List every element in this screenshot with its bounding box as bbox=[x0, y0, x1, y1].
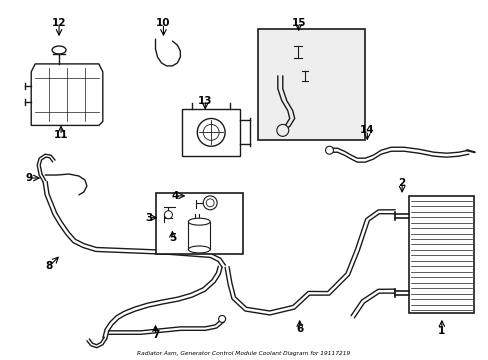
Text: 13: 13 bbox=[198, 96, 212, 105]
Text: 10: 10 bbox=[156, 18, 170, 28]
Bar bbox=[188, 222, 210, 249]
Circle shape bbox=[206, 199, 214, 207]
Circle shape bbox=[276, 125, 288, 136]
Text: 4: 4 bbox=[171, 191, 179, 201]
Text: 2: 2 bbox=[398, 178, 405, 188]
Text: 5: 5 bbox=[168, 233, 176, 243]
Bar bbox=[408, 196, 473, 313]
Circle shape bbox=[325, 146, 333, 154]
Text: 9: 9 bbox=[25, 173, 33, 183]
Text: 11: 11 bbox=[54, 130, 68, 140]
Circle shape bbox=[218, 315, 225, 323]
Text: Radiator Asm, Generator Control Module Coolant Diagram for 19117219: Radiator Asm, Generator Control Module C… bbox=[137, 351, 350, 356]
Text: 15: 15 bbox=[291, 18, 305, 28]
Text: 1: 1 bbox=[437, 326, 445, 336]
Ellipse shape bbox=[188, 218, 210, 225]
Circle shape bbox=[164, 211, 172, 219]
Circle shape bbox=[203, 196, 217, 210]
Circle shape bbox=[197, 118, 224, 146]
Bar bbox=[182, 109, 240, 156]
Bar bbox=[155, 193, 243, 255]
Bar bbox=[257, 29, 365, 140]
Circle shape bbox=[203, 125, 219, 140]
Text: 12: 12 bbox=[52, 18, 66, 28]
Text: 14: 14 bbox=[359, 125, 374, 135]
Text: 3: 3 bbox=[144, 213, 152, 223]
Text: 7: 7 bbox=[151, 330, 159, 340]
Ellipse shape bbox=[52, 46, 66, 54]
Polygon shape bbox=[31, 64, 102, 125]
Ellipse shape bbox=[188, 246, 210, 253]
Text: 8: 8 bbox=[45, 261, 53, 271]
Text: 6: 6 bbox=[295, 324, 303, 334]
